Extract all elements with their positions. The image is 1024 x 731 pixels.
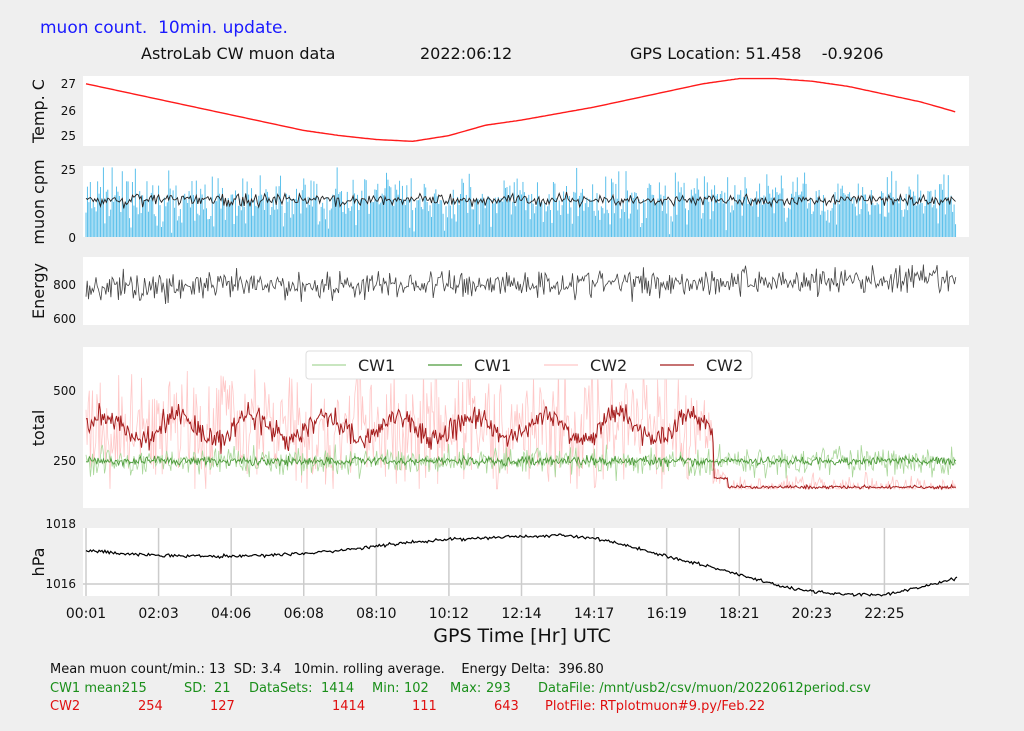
total-panel: total 250 500 CW1 CW1 CW2 CW2 bbox=[29, 347, 969, 508]
legend-label: CW2 bbox=[590, 356, 627, 375]
cw1-min: 102 bbox=[404, 681, 429, 696]
muon-summary: Mean muon count/min.: 13 SD: 3.4 10min. … bbox=[50, 662, 604, 677]
y-axis-label: muon cpm bbox=[29, 159, 48, 244]
energy-line bbox=[85, 264, 957, 305]
cw1-sd: 21 bbox=[214, 681, 231, 696]
cw1-average-line bbox=[85, 454, 957, 468]
cw2-sd: 127 bbox=[210, 699, 235, 714]
y-tick-label: 25 bbox=[61, 163, 76, 177]
time-axis: 00:01 02:03 04:06 06:08 08:10 10:12 12:14 14:17… bbox=[66, 606, 905, 647]
muon-bars bbox=[85, 167, 957, 237]
energy-panel: Energy 600 800 bbox=[29, 257, 969, 326]
legend-label: CW1 bbox=[474, 356, 511, 375]
cw1-mean: 215 bbox=[122, 681, 147, 696]
cw2-label: CW2 bbox=[50, 699, 81, 714]
cw1-label: CW1 mean: bbox=[50, 681, 126, 696]
y-axis-label: Energy bbox=[29, 263, 48, 319]
cw2-min: 111 bbox=[412, 699, 437, 714]
y-tick-label: 1016 bbox=[45, 577, 76, 591]
x-tick-label: 08:10 bbox=[356, 606, 396, 622]
cw1-min-label: Min: bbox=[372, 681, 400, 696]
muon-panel: muon cpm 0 25 bbox=[29, 159, 969, 245]
x-tick-label: 10:12 bbox=[429, 606, 469, 622]
data-file: DataFile: /mnt/usb2/csv/muon/20220612per… bbox=[538, 681, 871, 696]
cw1-raw-line bbox=[85, 443, 957, 482]
y-tick-label: 25 bbox=[61, 129, 76, 143]
legend-label: CW2 bbox=[706, 356, 743, 375]
update-note: muon count. 10min. update. bbox=[40, 18, 288, 38]
cw2-datasets: 1414 bbox=[332, 699, 366, 714]
cw1-max: 293 bbox=[486, 681, 511, 696]
x-tick-label: 18:21 bbox=[719, 606, 759, 622]
gps-location: GPS Location: 51.458 -0.9206 bbox=[630, 44, 884, 63]
y-tick-label: 800 bbox=[53, 278, 76, 292]
chart-canvas: Temp. C 25 26 27 muon cpm 0 25 Energy 600 800 t… bbox=[29, 76, 969, 647]
y-tick-label: 27 bbox=[61, 77, 76, 91]
x-tick-label: 14:17 bbox=[574, 606, 614, 622]
chart-date: 2022:06:12 bbox=[420, 44, 513, 63]
cw1-datasets: 1414 bbox=[321, 681, 355, 696]
x-tick-label: 22:25 bbox=[864, 606, 904, 622]
cw2-average-line bbox=[85, 402, 956, 491]
x-tick-label: 02:03 bbox=[138, 606, 178, 622]
plot-file: PlotFile: RTplotmuon#9.py/Feb.22 bbox=[545, 699, 766, 714]
y-tick-label: 250 bbox=[53, 454, 76, 468]
temperature-line bbox=[85, 77, 956, 143]
cw1-max-label: Max: bbox=[450, 681, 482, 696]
cw1-datasets-label: DataSets: bbox=[249, 681, 313, 696]
plot-area bbox=[83, 528, 969, 596]
legend-box bbox=[305, 350, 753, 380]
plot-area bbox=[83, 257, 969, 325]
cw2-max: 643 bbox=[494, 699, 519, 714]
legend: CW1 CW1 CW2 CW2 bbox=[305, 350, 753, 380]
y-tick-label: 1018 bbox=[45, 517, 76, 531]
muon-average-line bbox=[85, 191, 956, 209]
y-tick-label: 26 bbox=[61, 104, 76, 118]
y-tick-label: 600 bbox=[53, 312, 76, 326]
y-axis-label: hPa bbox=[29, 548, 48, 577]
y-tick-label: 500 bbox=[53, 384, 76, 398]
x-tick-label: 12:14 bbox=[501, 606, 541, 622]
cw2-mean: 254 bbox=[138, 699, 163, 714]
temperature-panel: Temp. C 25 26 27 bbox=[29, 76, 969, 146]
y-tick-label: 0 bbox=[68, 231, 76, 245]
x-axis-title: GPS Time [Hr] UTC bbox=[433, 625, 610, 647]
x-tick-label: 00:01 bbox=[66, 606, 106, 622]
x-tick-label: 16:19 bbox=[646, 606, 686, 622]
x-tick-label: 20:23 bbox=[792, 606, 832, 622]
legend-label: CW1 bbox=[358, 356, 395, 375]
x-tick-label: 04:06 bbox=[211, 606, 251, 622]
y-axis-label: Temp. C bbox=[29, 79, 48, 144]
y-axis-label: total bbox=[29, 410, 48, 447]
pressure-line bbox=[85, 533, 958, 597]
x-tick-label: 06:08 bbox=[284, 606, 324, 622]
chart-title: AstroLab CW muon data bbox=[141, 44, 336, 63]
plot-area bbox=[83, 76, 969, 146]
cw1-sd-label: SD: bbox=[184, 681, 207, 696]
